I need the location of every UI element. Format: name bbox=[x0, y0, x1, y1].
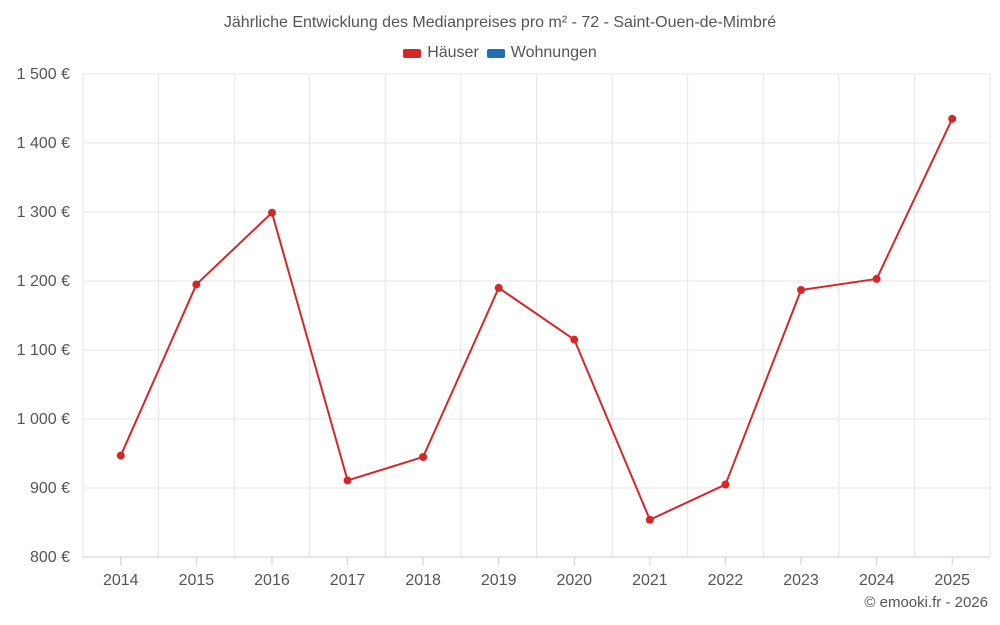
x-tick-label: 2021 bbox=[632, 572, 668, 589]
series-line-haeuser bbox=[119, 118, 954, 521]
data-point bbox=[343, 476, 352, 485]
data-point bbox=[267, 208, 276, 217]
x-tick-label: 2019 bbox=[481, 572, 517, 589]
legend-item-haeuser[interactable]: Häuser bbox=[403, 44, 479, 62]
y-tick-label: 1 300 € bbox=[17, 204, 70, 221]
data-point bbox=[116, 451, 125, 460]
data-point bbox=[419, 452, 428, 461]
data-point bbox=[721, 480, 730, 489]
y-tick-label: 1 000 € bbox=[17, 411, 70, 428]
chart-legend: Häuser Wohnungen bbox=[0, 44, 1000, 62]
y-tick-label: 1 400 € bbox=[17, 135, 70, 152]
chart-title: Jährliche Entwicklung des Medianpreises … bbox=[223, 14, 777, 31]
x-tick-label: 2017 bbox=[330, 572, 366, 589]
y-tick-label: 900 € bbox=[30, 480, 70, 497]
credit-text: © emooki.fr - 2026 bbox=[864, 594, 988, 611]
x-tick-label: 2016 bbox=[254, 572, 290, 589]
y-tick-label: 800 € bbox=[30, 549, 70, 566]
x-tick-label: 2014 bbox=[103, 572, 139, 589]
y-tick-label: 1 200 € bbox=[17, 273, 70, 290]
legend-label-wohnungen: Wohnungen bbox=[510, 44, 597, 61]
legend-swatch-haeuser bbox=[403, 48, 422, 58]
x-tick-label: 2025 bbox=[934, 572, 970, 589]
data-point bbox=[797, 285, 806, 294]
data-point bbox=[494, 283, 503, 292]
legend-item-wohnungen[interactable]: Wohnungen bbox=[486, 44, 597, 62]
data-point bbox=[570, 335, 579, 344]
data-point bbox=[948, 114, 957, 123]
data-point bbox=[872, 274, 881, 283]
data-point bbox=[645, 515, 654, 524]
x-tick-label: 2015 bbox=[179, 572, 215, 589]
x-tick-label: 2020 bbox=[556, 572, 592, 589]
legend-label-haeuser: Häuser bbox=[427, 44, 479, 61]
x-tick-label: 2018 bbox=[405, 572, 441, 589]
y-tick-label: 1 100 € bbox=[17, 342, 70, 359]
x-tick-label: 2022 bbox=[708, 572, 744, 589]
x-tick-label: 2024 bbox=[859, 572, 895, 589]
x-tick-label: 2023 bbox=[783, 572, 819, 589]
data-point bbox=[192, 280, 201, 289]
legend-swatch-wohnungen bbox=[486, 48, 505, 58]
y-tick-label: 1 500 € bbox=[17, 66, 70, 83]
